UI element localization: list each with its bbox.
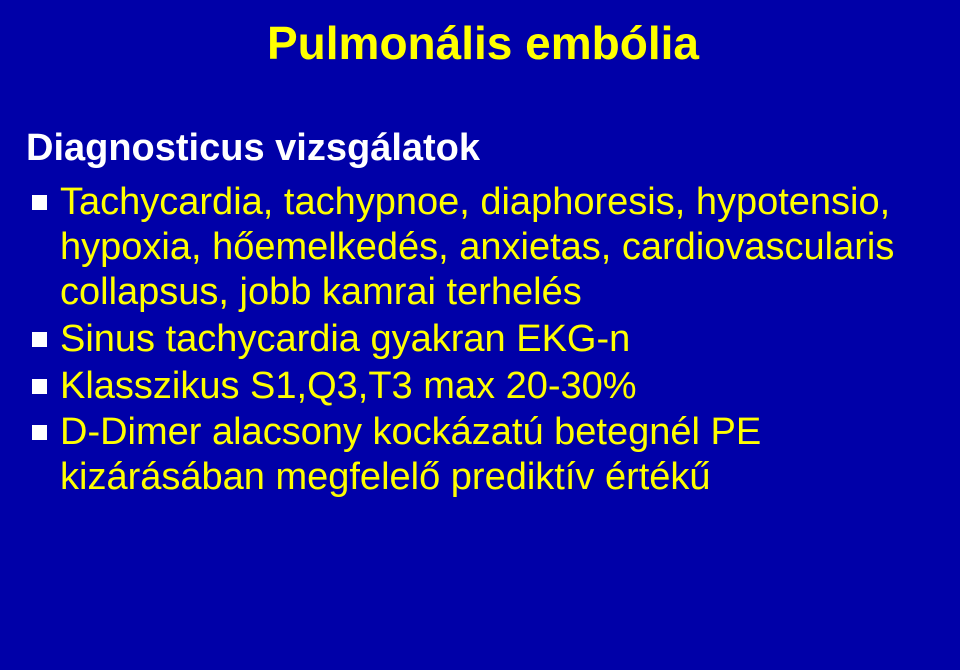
slide: Pulmonális embólia Diagnosticus vizsgála… bbox=[0, 0, 960, 670]
list-item: Klasszikus S1,Q3,T3 max 20-30% bbox=[26, 364, 940, 409]
list-item: Sinus tachycardia gyakran EKG-n bbox=[26, 317, 940, 362]
list-item: Tachycardia, tachypnoe, diaphoresis, hyp… bbox=[26, 180, 940, 314]
slide-title: Pulmonális embólia bbox=[26, 18, 940, 69]
bullet-list: Tachycardia, tachypnoe, diaphoresis, hyp… bbox=[26, 180, 940, 500]
slide-subtitle: Diagnosticus vizsgálatok bbox=[26, 127, 940, 171]
list-item: D-Dimer alacsony kockázatú betegnél PE k… bbox=[26, 410, 940, 500]
